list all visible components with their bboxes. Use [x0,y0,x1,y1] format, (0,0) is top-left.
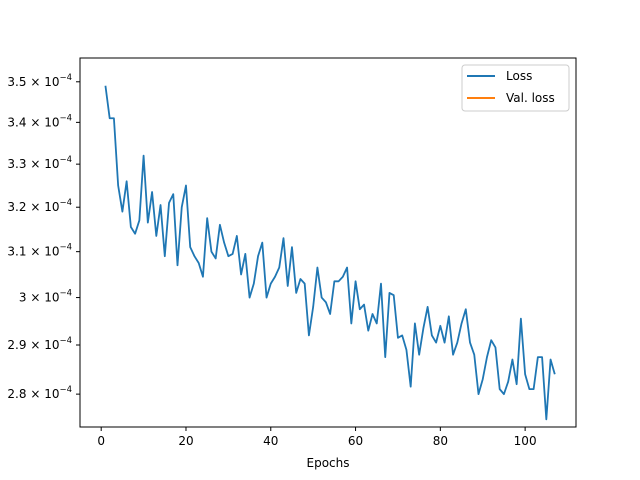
series-line-loss [104,85,556,421]
legend: Loss Val. loss [461,64,570,112]
legend-label-loss: Loss [506,69,532,83]
y-tick-label: 3.3 × 10−4 [7,155,72,171]
x-tick-label: 60 [348,434,363,448]
y-tick-label: 3.2 × 10−4 [7,198,72,214]
x-tick-label: 80 [433,434,448,448]
x-tick-label: 0 [97,434,105,448]
y-tick-label: 3.1 × 10−4 [7,243,72,259]
plot-frame [79,57,577,428]
y-tick-label: 3.4 × 10−4 [7,113,72,129]
y-tick-label: 3.5 × 10−4 [7,73,72,89]
y-tick-label: 3 × 10−4 [19,289,72,305]
x-tick-label: 20 [178,434,193,448]
y-tick-label: 2.9 × 10−4 [7,336,72,352]
legend-label-val-loss: Val. loss [506,91,555,105]
x-axis: 0 20 40 60 80 100 [97,427,537,448]
x-axis-label: Epochs [307,456,350,470]
x-tick-label: 100 [514,434,537,448]
series-layer [104,85,556,421]
x-tick-label: 40 [263,434,278,448]
y-tick-label: 2.8 × 10−4 [7,385,72,401]
y-axis: 2.8 × 10−4 2.9 × 10−4 3 × 10−4 3.1 × 10−4 3.… [7,73,80,401]
